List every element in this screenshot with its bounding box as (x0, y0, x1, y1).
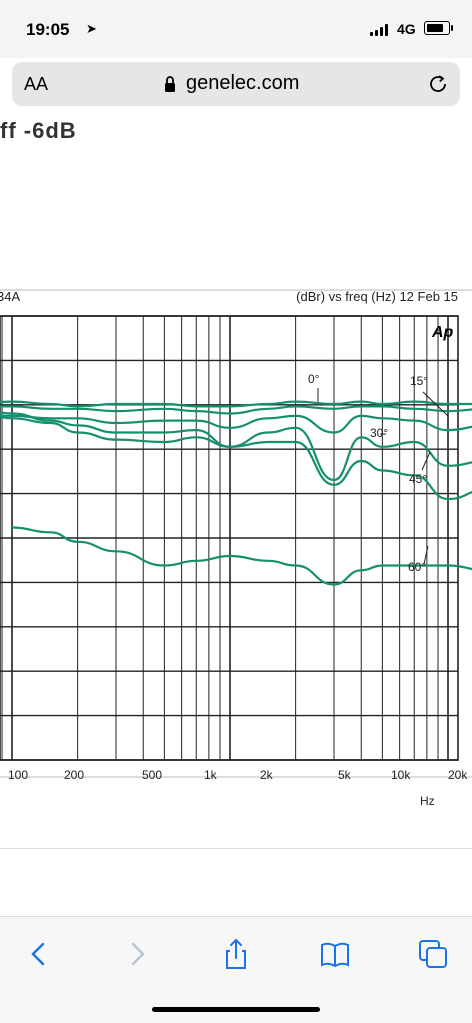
annotation-60deg: 60° (408, 560, 427, 574)
forward-icon[interactable] (120, 937, 154, 971)
series-line-45deg (0, 411, 472, 482)
chart-grid (0, 315, 459, 761)
series-line-30deg (0, 414, 472, 434)
network-type: 4G (397, 21, 416, 37)
chart-model-label: 34A (0, 289, 21, 304)
ap-logo: Ap (432, 324, 454, 341)
back-icon[interactable] (22, 937, 56, 971)
x-tick-200: 200 (64, 768, 85, 782)
x-tick-10k: 10k (391, 768, 411, 782)
status-time: 19:05 (26, 20, 70, 39)
annotation-45deg: 45° (409, 472, 428, 486)
x-tick-20k: 20k (448, 768, 468, 782)
content-divider (0, 848, 472, 849)
browser-toolbar (0, 916, 472, 1023)
address-bar[interactable]: AA genelec.com (12, 62, 460, 106)
series-line-offaxis-lower (11, 526, 472, 586)
signal-icon (370, 24, 392, 36)
home-indicator (152, 1007, 320, 1012)
annotation-pointers (317, 388, 449, 565)
url-domain[interactable]: genelec.com (186, 72, 300, 94)
annotation-pointer (423, 545, 429, 565)
x-tick-5k: 5k (338, 768, 351, 782)
x-tick-500: 500 (142, 768, 163, 782)
series-line-0deg (0, 400, 472, 408)
x-tick-1k: 1k (204, 768, 217, 782)
bookmarks-icon[interactable] (318, 937, 352, 971)
tabs-icon[interactable] (416, 937, 450, 971)
chart-svg (0, 289, 472, 778)
annotation-30deg: 30° (370, 426, 389, 440)
annotation-0deg: 0° (308, 372, 320, 386)
plot-frame (0, 315, 459, 761)
series-line-60deg (0, 415, 472, 501)
annotation-pointer (422, 391, 449, 417)
battery-icon (424, 21, 453, 35)
chart-curves (0, 400, 472, 586)
text-size-button[interactable]: AA (24, 74, 49, 94)
annotation-15deg: 15° (410, 374, 429, 388)
reload-icon[interactable] (426, 72, 450, 96)
share-icon[interactable] (219, 937, 253, 971)
series-line-15deg (0, 405, 472, 415)
chart-title: (dBr) vs freq (Hz) 12 Feb 15 (296, 289, 458, 304)
status-bar: 19:05 ➤ 4G (0, 0, 472, 58)
page-heading: ff -6dB (0, 118, 77, 143)
frequency-response-chart: 34A (dBr) vs freq (Hz) 12 Feb 15 Ap 0° 1… (0, 284, 472, 809)
x-tick-2k: 2k (260, 768, 273, 782)
annotation-pointer (421, 451, 431, 471)
lock-icon (165, 76, 175, 92)
x-axis-unit: Hz (420, 794, 435, 808)
location-arrow-icon: ➤ (86, 21, 97, 36)
x-tick-100: 100 (8, 768, 29, 782)
